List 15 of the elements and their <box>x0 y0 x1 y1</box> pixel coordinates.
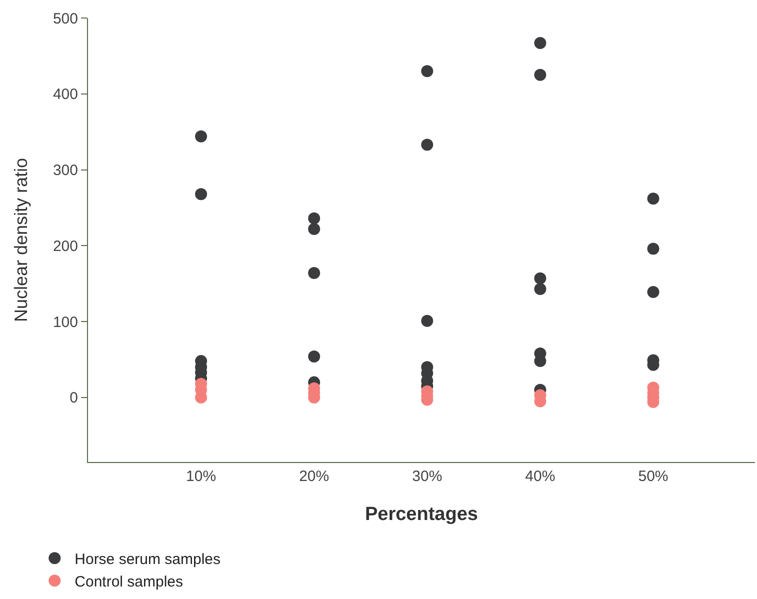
y-tick-label: 400 <box>52 86 78 104</box>
x-axis-title: Percentages <box>364 504 478 525</box>
legend-label: Control samples <box>74 574 184 591</box>
y-axis-title: Nuclear density ratio <box>11 158 32 322</box>
y-tick-label: 100 <box>52 314 78 331</box>
legend-label: Horse serum samples <box>74 551 221 568</box>
y-tick-label: 500 <box>52 10 78 28</box>
x-tick-label: 40% <box>525 468 556 485</box>
y-tick-label: 300 <box>52 162 78 180</box>
x-tick-label: 20% <box>299 468 330 485</box>
y-tick-label: 0 <box>70 390 78 407</box>
x-tick-label: 50% <box>638 468 668 485</box>
x-tick-label: 30% <box>412 468 442 485</box>
y-tick-label: 200 <box>52 238 78 255</box>
x-tick-label: 10% <box>186 468 216 485</box>
